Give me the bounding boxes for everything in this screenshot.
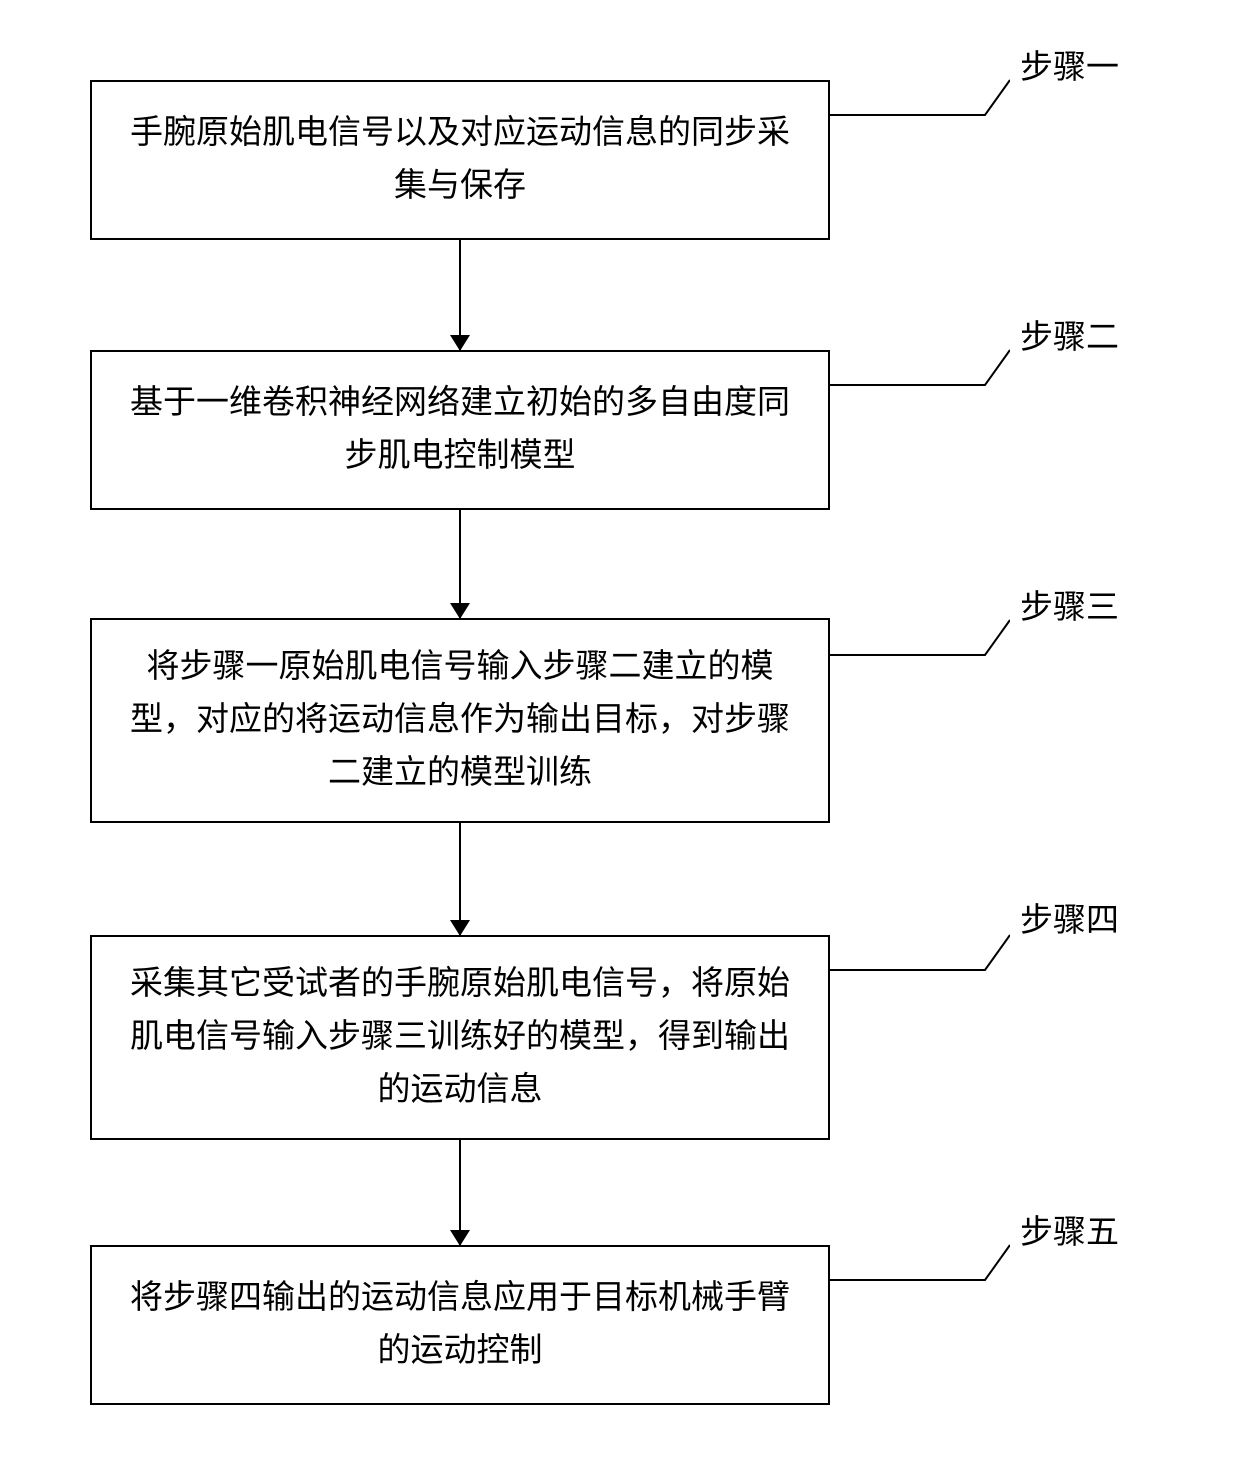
- arrow-3-4: [459, 823, 461, 935]
- connector-2: [830, 348, 1010, 398]
- step-label-3: 步骤三: [1020, 580, 1119, 628]
- connector-1: [830, 78, 1010, 128]
- step-text-4: 采集其它受试者的手腕原始肌电信号，将原始肌电信号输入步骤三训练好的模型，得到输出…: [122, 958, 798, 1116]
- step-label-4: 步骤四: [1020, 893, 1119, 941]
- flowchart-container: 手腕原始肌电信号以及对应运动信息的同步采集与保存 步骤一 基于一维卷积神经网络建…: [60, 40, 1180, 1430]
- arrow-1-2: [459, 240, 461, 350]
- step-text-3: 将步骤一原始肌电信号输入步骤二建立的模型，对应的将运动信息作为输出目标，对步骤二…: [122, 641, 798, 799]
- step-text-1: 手腕原始肌电信号以及对应运动信息的同步采集与保存: [122, 107, 798, 213]
- step-box-5: 将步骤四输出的运动信息应用于目标机械手臂的运动控制: [90, 1245, 830, 1405]
- step-label-5: 步骤五: [1020, 1205, 1119, 1253]
- step-box-1: 手腕原始肌电信号以及对应运动信息的同步采集与保存: [90, 80, 830, 240]
- step-box-4: 采集其它受试者的手腕原始肌电信号，将原始肌电信号输入步骤三训练好的模型，得到输出…: [90, 935, 830, 1140]
- step-box-2: 基于一维卷积神经网络建立初始的多自由度同步肌电控制模型: [90, 350, 830, 510]
- step-text-2: 基于一维卷积神经网络建立初始的多自由度同步肌电控制模型: [122, 377, 798, 483]
- arrow-4-5: [459, 1140, 461, 1245]
- arrow-2-3: [459, 510, 461, 618]
- step-box-3: 将步骤一原始肌电信号输入步骤二建立的模型，对应的将运动信息作为输出目标，对步骤二…: [90, 618, 830, 823]
- step-text-5: 将步骤四输出的运动信息应用于目标机械手臂的运动控制: [122, 1272, 798, 1378]
- step-label-1: 步骤一: [1020, 40, 1119, 88]
- connector-5: [830, 1243, 1010, 1293]
- step-label-2: 步骤二: [1020, 310, 1119, 358]
- connector-4: [830, 933, 1010, 983]
- connector-3: [830, 618, 1010, 668]
